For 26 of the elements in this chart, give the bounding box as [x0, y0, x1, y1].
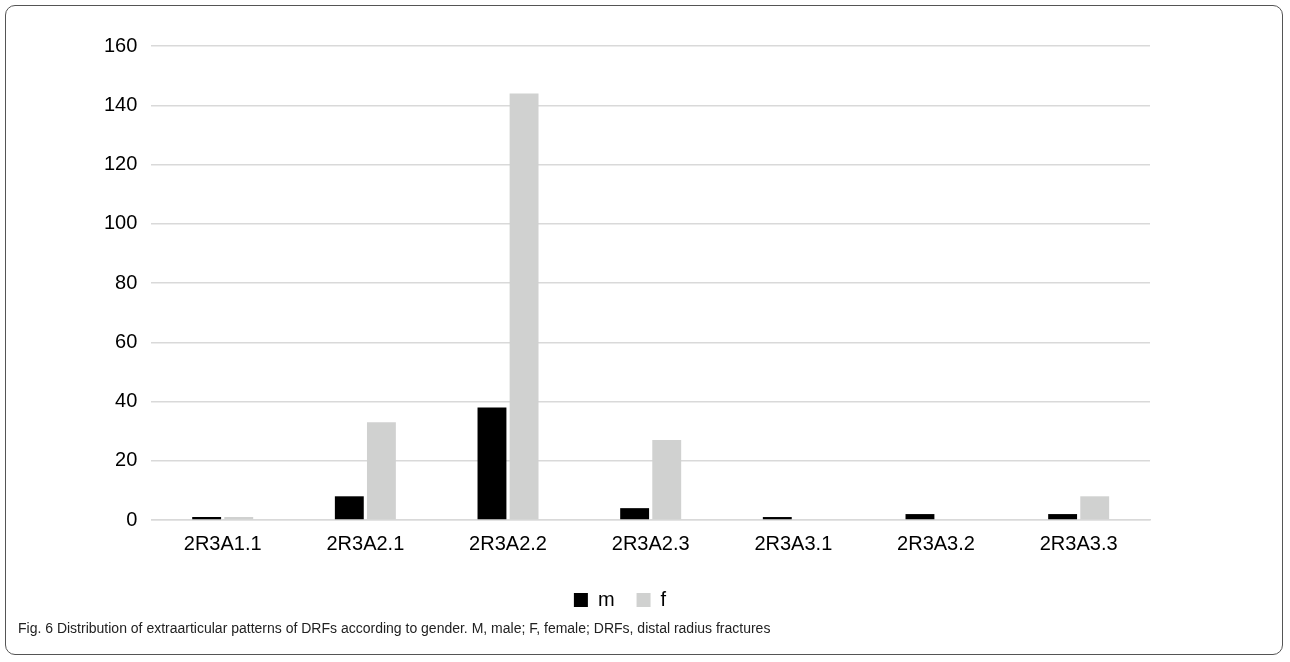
x-tick-label: 2R3A1.1 — [183, 531, 262, 554]
y-tick-label: 120 — [103, 152, 138, 175]
y-tick-label: 20 — [115, 448, 138, 471]
x-tick-label: 2R3A3.3 — [1039, 531, 1118, 554]
x-tick-label: 2R3A2.3 — [611, 531, 690, 554]
y-tick-label: 0 — [126, 507, 138, 530]
x-tick-label: 2R3A2.2 — [469, 531, 547, 554]
x-tick-label: 2R3A3.1 — [754, 531, 833, 554]
x-tick-label: 2R3A2.1 — [326, 531, 405, 554]
bar — [762, 517, 792, 520]
bar — [192, 517, 222, 520]
bar — [1048, 514, 1078, 520]
bar — [334, 496, 364, 520]
bar — [620, 508, 650, 520]
legend-label: m — [597, 587, 615, 610]
x-tick-label: 2R3A3.2 — [897, 531, 975, 554]
legend-label: f — [660, 587, 667, 610]
y-tick-label: 160 — [103, 33, 138, 56]
y-tick-label: 40 — [115, 389, 138, 412]
y-tick-label: 80 — [115, 270, 138, 293]
y-tick-label: 60 — [115, 329, 138, 352]
y-tick-label: 140 — [103, 92, 138, 115]
caption: Fig. 6 Distribution of extraarticular patterns of DRFs according to gender. M, male; F, female; DRFs, distal radius fractures — [18, 620, 771, 636]
bar — [905, 514, 935, 520]
y-tick-label: 100 — [103, 211, 138, 234]
bar — [477, 407, 507, 520]
